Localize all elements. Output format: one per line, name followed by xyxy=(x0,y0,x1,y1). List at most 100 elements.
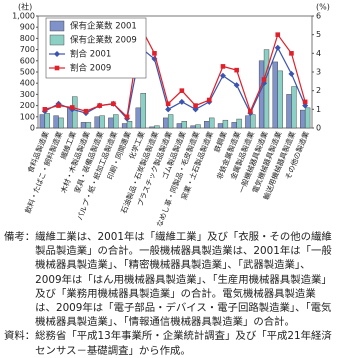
bar xyxy=(277,70,283,129)
line-marker xyxy=(206,97,212,103)
bar xyxy=(231,122,237,129)
line-marker xyxy=(83,108,89,114)
y2-tick-label: 5 xyxy=(316,30,321,39)
bar xyxy=(113,114,119,129)
bar xyxy=(44,113,50,129)
y2-tick-label: 0 xyxy=(316,124,321,133)
bar xyxy=(304,107,311,129)
bar xyxy=(245,115,251,129)
y-tick-label: 800 xyxy=(20,34,35,43)
bar xyxy=(58,117,64,129)
bar xyxy=(181,121,187,129)
legend-label: 割合 2001 xyxy=(70,49,111,60)
y2-tick-label: 3 xyxy=(316,68,321,77)
source-text: 総務省「平成13年事業所・企業統計調査」及び「平成21年経済センサス－基礎調査」… xyxy=(35,330,332,357)
line-marker xyxy=(248,108,253,114)
bar xyxy=(99,115,105,129)
bar xyxy=(176,123,183,129)
line-marker xyxy=(152,51,157,56)
bar xyxy=(258,60,265,129)
bar xyxy=(94,116,100,129)
bar xyxy=(291,86,297,129)
y2-tick-label: 4 xyxy=(316,49,321,58)
line-marker xyxy=(179,88,185,93)
bar xyxy=(204,121,210,129)
y-tick-label: 600 xyxy=(20,56,35,65)
bar xyxy=(121,123,128,129)
bar xyxy=(236,118,242,129)
source-label: 資料： xyxy=(4,330,36,343)
line-marker xyxy=(124,114,130,120)
y-tick-label: 300 xyxy=(20,90,35,99)
bar xyxy=(217,123,224,129)
line-marker xyxy=(219,72,226,79)
line-marker xyxy=(302,99,308,105)
bar xyxy=(39,114,46,129)
line-marker xyxy=(42,107,48,112)
bar xyxy=(250,114,256,129)
bar xyxy=(263,49,270,129)
line-marker xyxy=(288,70,295,77)
y-unit: (社) xyxy=(18,2,32,12)
legend-swatch xyxy=(49,20,65,32)
y2-tick-label: 6 xyxy=(316,12,321,21)
y-tick-label: 700 xyxy=(20,45,35,54)
bar xyxy=(163,117,169,129)
y-tick-label: 400 xyxy=(20,79,35,88)
line-marker xyxy=(111,101,116,107)
line-marker xyxy=(234,67,239,73)
bar xyxy=(167,114,174,129)
bar xyxy=(126,121,133,129)
y-tick-label: 900 xyxy=(20,23,35,32)
y-tick-label: 100 xyxy=(20,112,35,121)
note-row: 備考： 繊維工業は、2001年は「繊維工業」及び「衣服・その他の繊維製品製造業」の… xyxy=(4,230,336,329)
page: {"chart_data": {"type": "bar", "y_unit":… xyxy=(4,1,332,357)
bar xyxy=(195,124,201,129)
y-tick-label: 500 xyxy=(20,68,35,77)
line-marker xyxy=(274,44,281,51)
legend-label: 割合 2009 xyxy=(70,63,111,74)
y-tick-label: 0 xyxy=(30,124,35,133)
note-label: 備考： xyxy=(4,231,36,243)
legend-marker xyxy=(54,65,60,71)
source-row: 資料： 総務省「平成13年事業所・企業統計調査」及び「平成21年経済センサス－基礎… xyxy=(4,329,336,357)
line-marker xyxy=(165,106,172,113)
line-marker xyxy=(261,77,267,82)
y2-unit: (%) xyxy=(316,3,330,12)
line-marker xyxy=(56,103,61,108)
chart: (社) (%) 0 100 200 300 400 500 600 700 800 900 1,00… xyxy=(12,2,330,229)
legend-swatch xyxy=(49,34,65,46)
bar xyxy=(135,107,141,129)
y-tick-label: 1,000 xyxy=(12,12,35,21)
y2-tick-label: 1 xyxy=(316,105,321,114)
y-tick-label: 200 xyxy=(20,101,35,110)
bar xyxy=(286,94,292,129)
bar xyxy=(272,61,278,129)
bar xyxy=(85,122,92,129)
line-marker xyxy=(220,64,226,69)
bar xyxy=(53,115,59,129)
bar xyxy=(300,109,306,129)
bar xyxy=(72,96,78,129)
note-text: 繊維工業は、2001年は「繊維工業」及び「衣服・その他の繊維製品製造業」の合計。… xyxy=(35,231,332,329)
line-marker xyxy=(97,103,102,108)
line-marker xyxy=(275,32,281,37)
bar xyxy=(149,126,155,129)
line-marker xyxy=(289,51,294,56)
bar xyxy=(190,125,196,129)
notes: 備考： 繊維工業は、2001年は「繊維工業」及び「衣服・その他の繊維製品製造業」の… xyxy=(4,230,336,358)
bar xyxy=(140,93,146,129)
line-marker xyxy=(178,98,185,105)
legend-marker xyxy=(54,51,60,57)
line-marker xyxy=(193,103,198,108)
line-marker xyxy=(69,105,75,110)
legend-label: 保有企業数 2009 xyxy=(70,35,137,46)
line-marker xyxy=(233,82,240,89)
bar xyxy=(80,122,87,129)
line-marker xyxy=(165,101,171,107)
bar xyxy=(222,119,229,129)
y2-tick-label: 2 xyxy=(316,86,321,95)
bar xyxy=(154,125,160,129)
bar xyxy=(209,117,215,129)
legend-label: 保有企業数 2001 xyxy=(70,21,137,32)
